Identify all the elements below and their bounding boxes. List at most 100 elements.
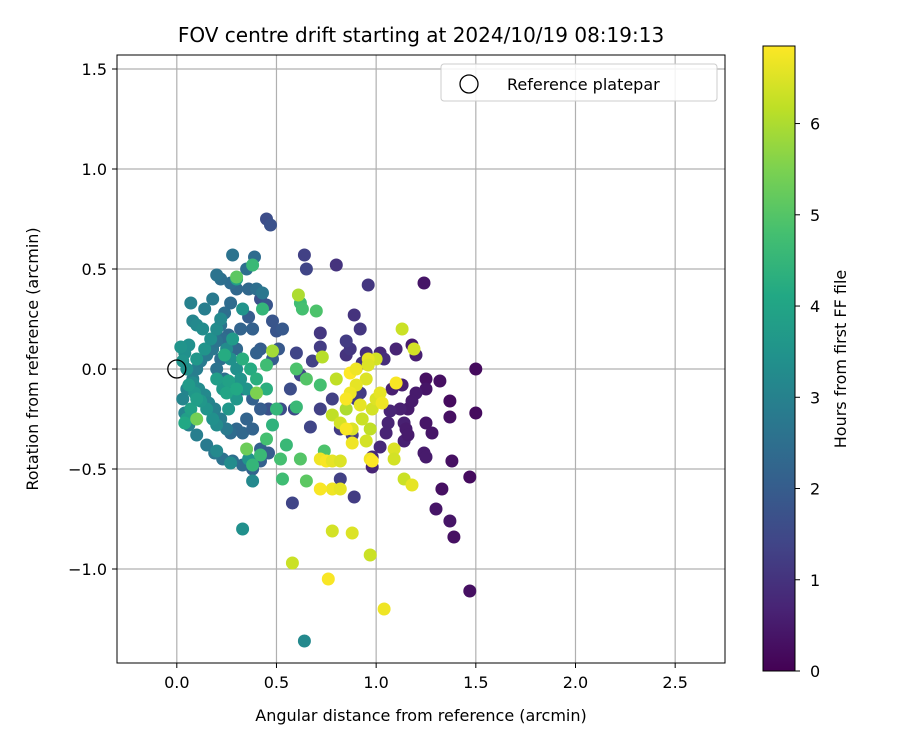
data-point — [279, 438, 293, 452]
colorbar-tick-label: 2 — [810, 480, 820, 499]
data-point — [373, 440, 387, 454]
data-point — [236, 522, 250, 536]
data-point — [196, 322, 210, 336]
data-point — [377, 602, 391, 616]
data-point — [246, 322, 260, 336]
chart-title: FOV centre drift starting at 2024/10/19 … — [178, 23, 664, 47]
data-point — [250, 386, 263, 400]
data-point — [182, 378, 196, 392]
colorbar-tick-label: 4 — [810, 297, 820, 316]
data-point — [429, 502, 443, 516]
data-point — [299, 262, 313, 276]
data-point — [389, 342, 403, 356]
data-point — [291, 288, 305, 302]
data-point — [299, 474, 313, 488]
data-point — [174, 340, 188, 354]
data-point — [299, 372, 313, 386]
data-point — [230, 270, 244, 284]
x-tick-label: 2.0 — [563, 673, 588, 692]
data-point — [445, 454, 459, 468]
data-point — [419, 372, 433, 386]
data-point — [226, 248, 240, 262]
data-point — [224, 456, 238, 470]
data-point — [260, 358, 273, 372]
data-point — [276, 322, 289, 336]
colorbar-tick-label: 0 — [810, 662, 820, 681]
data-point — [425, 426, 439, 440]
data-point — [375, 396, 389, 410]
legend-box — [440, 63, 718, 102]
data-point — [359, 434, 373, 448]
data-point — [210, 322, 224, 336]
y-tick-label: −0.5 — [68, 460, 107, 479]
data-point — [285, 556, 299, 570]
data-point — [313, 326, 327, 340]
data-point — [190, 412, 204, 426]
reference-point-marker — [167, 359, 187, 379]
colorbar-tick-label: 5 — [810, 206, 820, 225]
data-point — [285, 496, 299, 510]
y-axis-ticks: −1.0 −0.5 0.0 0.5 1.0 1.5 — [68, 60, 117, 579]
data-point — [325, 392, 339, 406]
data-point — [210, 362, 224, 376]
data-point — [226, 332, 240, 346]
data-point — [266, 314, 279, 328]
plot-area — [116, 54, 726, 664]
data-point — [361, 278, 375, 292]
data-point — [329, 372, 343, 386]
data-point — [240, 382, 254, 396]
data-point — [393, 402, 407, 416]
x-axis-ticks: 0.0 0.5 1.0 1.5 2.0 2.5 — [164, 663, 688, 692]
x-tick-label: 1.5 — [463, 673, 488, 692]
data-point — [206, 292, 220, 306]
data-point — [407, 342, 421, 356]
data-point — [313, 402, 327, 416]
data-point — [463, 470, 477, 484]
data-point — [264, 218, 277, 232]
data-point — [419, 416, 433, 430]
data-point — [230, 392, 244, 406]
data-point — [254, 402, 267, 416]
data-point — [234, 322, 248, 336]
data-point — [283, 382, 297, 396]
data-point — [198, 342, 212, 356]
data-point — [321, 572, 335, 586]
data-point — [250, 372, 263, 386]
data-point — [353, 398, 367, 412]
data-point — [333, 454, 347, 468]
data-points — [174, 212, 483, 648]
colorbar-gradient — [762, 45, 796, 672]
data-point — [361, 358, 375, 372]
data-point — [333, 482, 347, 496]
data-point — [333, 472, 347, 486]
data-point — [313, 482, 327, 496]
data-point — [198, 302, 212, 316]
data-point — [353, 322, 367, 336]
data-point — [339, 334, 353, 348]
data-point — [254, 448, 267, 462]
data-point — [230, 362, 244, 376]
data-point — [315, 350, 329, 364]
data-point — [260, 432, 273, 446]
data-point — [230, 342, 244, 356]
data-point — [329, 258, 343, 272]
data-point — [405, 478, 419, 492]
data-point — [395, 322, 409, 336]
data-point — [443, 410, 457, 424]
data-point — [373, 386, 387, 400]
colorbar-tick-label: 3 — [810, 388, 820, 407]
data-point — [206, 412, 220, 426]
data-point — [244, 362, 258, 376]
data-point — [355, 412, 369, 426]
data-point — [184, 296, 198, 310]
data-point — [218, 348, 232, 362]
data-point — [293, 452, 307, 466]
data-point — [236, 302, 250, 316]
data-point — [176, 392, 190, 406]
data-point — [289, 362, 303, 376]
data-point — [433, 374, 447, 388]
data-point — [417, 276, 431, 290]
data-point — [347, 490, 361, 504]
